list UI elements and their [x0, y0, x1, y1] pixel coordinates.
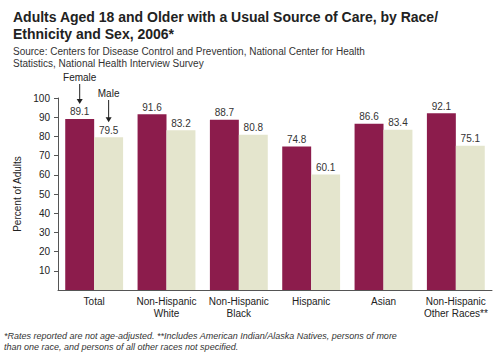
svg-text:90: 90 — [39, 112, 51, 123]
svg-text:Source: Centers for Disease Co: Source: Centers for Disease Control and … — [13, 46, 368, 57]
svg-text:50: 50 — [39, 189, 51, 200]
svg-text:Female: Female — [63, 72, 97, 83]
svg-text:92.1: 92.1 — [432, 101, 452, 112]
svg-text:74.8: 74.8 — [287, 134, 307, 145]
svg-text:*Rates reported are not age-ad: *Rates reported are not age-adjusted. **… — [4, 331, 399, 341]
svg-text:Hispanic: Hispanic — [292, 296, 330, 307]
svg-text:than one race, and persons of: than one race, and persons of all other … — [4, 342, 238, 352]
svg-text:Statistics, National Health In: Statistics, National Health Interview Su… — [13, 58, 204, 69]
svg-text:88.7: 88.7 — [215, 107, 235, 118]
svg-text:60.1: 60.1 — [316, 162, 336, 173]
svg-text:Non-Hispanic: Non-Hispanic — [209, 296, 269, 307]
svg-text:83.2: 83.2 — [171, 118, 191, 129]
svg-text:100: 100 — [33, 93, 50, 104]
svg-text:80.8: 80.8 — [244, 122, 264, 133]
svg-text:Non-Hispanic: Non-Hispanic — [136, 296, 196, 307]
svg-text:Non-Hispanic: Non-Hispanic — [426, 296, 486, 307]
svg-text:10: 10 — [39, 265, 51, 276]
svg-text:Black: Black — [227, 308, 252, 319]
svg-text:Male: Male — [98, 88, 120, 99]
svg-text:White: White — [154, 308, 180, 319]
svg-text:Asian: Asian — [371, 296, 396, 307]
svg-text:70: 70 — [39, 150, 51, 161]
svg-text:20: 20 — [39, 246, 51, 257]
svg-text:75.1: 75.1 — [461, 133, 481, 144]
svg-text:83.4: 83.4 — [388, 117, 408, 128]
svg-text:Ethnicity and Sex, 2006*: Ethnicity and Sex, 2006* — [13, 26, 175, 42]
svg-text:Total: Total — [84, 296, 105, 307]
svg-text:91.6: 91.6 — [142, 102, 162, 113]
svg-text:86.6: 86.6 — [359, 111, 379, 122]
svg-text:89.1: 89.1 — [70, 106, 90, 117]
svg-text:40: 40 — [39, 208, 51, 219]
svg-text:60: 60 — [39, 169, 51, 180]
svg-text:Percent of Adults: Percent of Adults — [12, 156, 23, 232]
svg-text:80: 80 — [39, 131, 51, 142]
svg-text:Other Races**: Other Races** — [424, 308, 488, 319]
svg-text:Adults Aged 18 and Older with: Adults Aged 18 and Older with a Usual So… — [13, 9, 438, 25]
svg-text:79.5: 79.5 — [99, 125, 119, 136]
svg-text:30: 30 — [39, 227, 51, 238]
